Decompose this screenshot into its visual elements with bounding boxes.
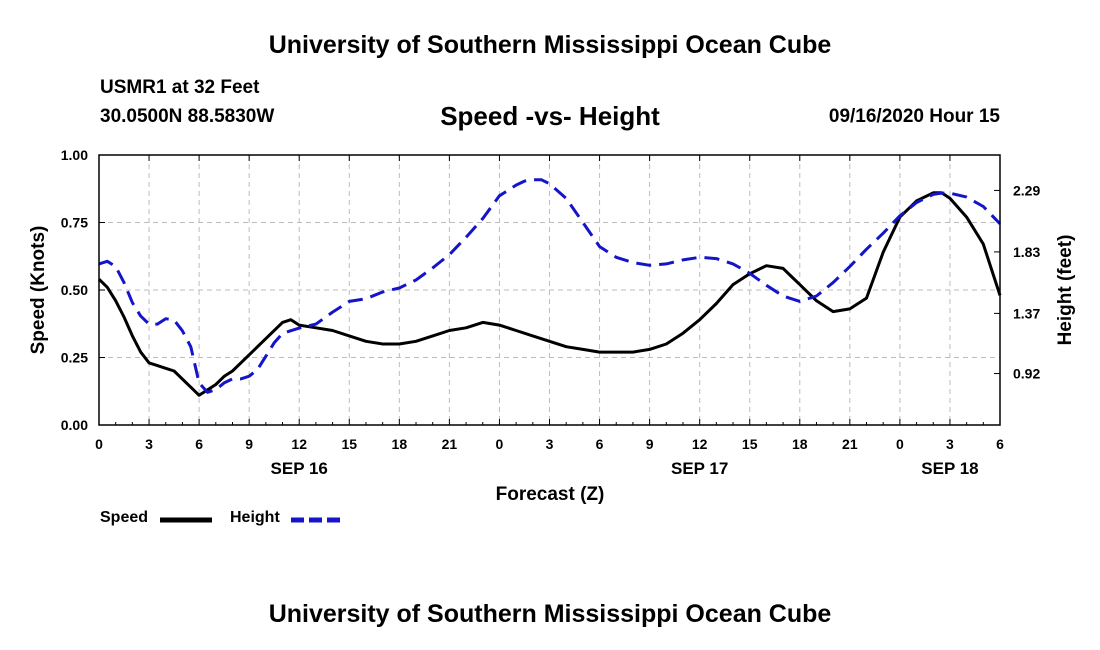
y-tick-label: 1.00 [61, 147, 88, 163]
x-tick-label: 21 [842, 436, 858, 452]
x-tick-label: 3 [145, 436, 153, 452]
x-tick-label: 9 [646, 436, 654, 452]
x-tick-label: 0 [496, 436, 504, 452]
x-tick-label: 12 [291, 436, 307, 452]
y2-axis-label: Height (feet) [1055, 235, 1076, 346]
date-label: SEP 17 [671, 459, 728, 478]
x-tick-label: 12 [692, 436, 708, 452]
x-tick-label: 0 [896, 436, 904, 452]
x-tick-label: 18 [792, 436, 808, 452]
bottom-title: University of Southern Mississippi Ocean… [268, 600, 832, 628]
legend-label-height: Height [230, 509, 280, 526]
x-tick-label: 6 [996, 436, 1004, 452]
series-line-height [98, 178, 1002, 394]
forecast-datetime: 09/16/2020 Hour 15 [828, 106, 1000, 127]
date-label: SEP 18 [921, 459, 978, 478]
x-tick-label: 15 [341, 436, 357, 452]
station-name: USMR1 at 32 Feet [100, 77, 260, 98]
y2-tick-label: 0.92 [1013, 366, 1040, 382]
plot-frame [98, 154, 1001, 426]
date-label: SEP 16 [271, 459, 328, 478]
top-title: University of Southern Mississippi Ocean… [268, 31, 832, 59]
x-axis-label: Forecast (Z) [496, 484, 605, 505]
station-location: 30.0500N 88.5830W [100, 106, 275, 127]
y-tick-label: 0.00 [61, 417, 88, 433]
legend-label-speed: Speed [100, 509, 149, 526]
x-tick-label: 6 [195, 436, 203, 452]
y2-tick-label: 1.37 [1013, 305, 1040, 321]
x-tick-label: 3 [946, 436, 954, 452]
y-tick-label: 0.50 [61, 282, 88, 298]
x-tick-label: 18 [392, 436, 408, 452]
y-tick-label: 0.75 [61, 215, 88, 231]
x-tick-label: 6 [596, 436, 604, 452]
x-tick-label: 15 [742, 436, 758, 452]
y2-tick-label: 2.29 [1013, 182, 1040, 198]
y2-tick-label: 1.83 [1013, 244, 1040, 260]
x-tick-label: 9 [245, 436, 253, 452]
chart-title: Speed -vs- Height [440, 101, 660, 131]
x-tick-label: 3 [546, 436, 554, 452]
y-axis-label: Speed (Knots) [28, 226, 49, 355]
series-line-speed [97, 191, 1002, 397]
y-tick-label: 0.25 [61, 350, 88, 366]
x-tick-label: 21 [442, 436, 458, 452]
x-tick-label: 0 [95, 436, 103, 452]
